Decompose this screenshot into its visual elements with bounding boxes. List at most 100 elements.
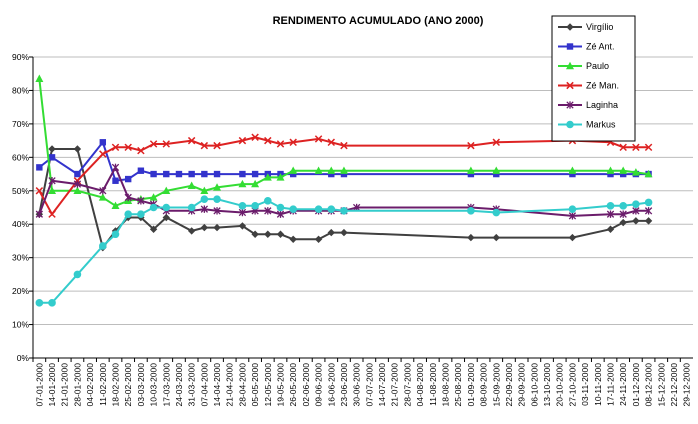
- data-point: [340, 170, 348, 178]
- data-point: [73, 180, 82, 188]
- x-tick-label: 25-02-2000: [123, 363, 133, 407]
- data-point: [35, 210, 44, 218]
- data-point: [632, 207, 640, 215]
- data-point: [200, 223, 209, 232]
- data-point: [99, 139, 107, 146]
- point-stroke: [492, 138, 500, 147]
- series-Zé Man.: [35, 133, 653, 218]
- data-point: [566, 81, 574, 90]
- data-point: [251, 230, 259, 238]
- data-point: [466, 166, 475, 174]
- x-tick-label: 07-07-2000: [364, 363, 374, 407]
- data-point: [162, 213, 170, 222]
- data-point: [124, 143, 132, 152]
- data-point: [238, 179, 247, 188]
- point-stroke: [213, 141, 221, 150]
- x-tick-label: 28-01-2000: [72, 363, 82, 407]
- x-tick-label: 28-07-2000: [402, 363, 412, 407]
- point-stroke: [251, 133, 259, 141]
- data-point: [606, 166, 615, 174]
- x-tick-label: 02-06-2000: [301, 363, 311, 407]
- data-point: [111, 143, 120, 152]
- data-point: [213, 207, 221, 215]
- x-tick-label: 21-01-2000: [60, 363, 70, 407]
- axes: [32, 57, 693, 359]
- data-point: [327, 166, 336, 174]
- x-tick-label: 01-09-2000: [466, 363, 476, 407]
- data-point: [327, 138, 335, 147]
- data-point: [187, 136, 196, 145]
- x-tick-label: 05-05-2000: [250, 363, 260, 407]
- data-point: [213, 141, 221, 150]
- data-point: [264, 136, 272, 145]
- data-point: [619, 170, 627, 178]
- point-stroke: [187, 136, 196, 145]
- data-point: [200, 195, 209, 203]
- point-stroke: [264, 136, 272, 145]
- x-tick-label: 31-03-2000: [187, 363, 197, 407]
- data-point: [606, 202, 615, 210]
- data-point: [137, 167, 145, 174]
- x-tick-label: 24-03-2000: [174, 363, 184, 407]
- data-point: [137, 146, 145, 155]
- data-point: [162, 140, 170, 148]
- data-point: [213, 170, 221, 178]
- data-point: [276, 230, 285, 238]
- point-stroke: [35, 187, 44, 195]
- data-point: [644, 207, 653, 215]
- data-point: [568, 233, 577, 242]
- data-point: [566, 23, 574, 31]
- x-tick-label: 08-12-2000: [644, 363, 654, 407]
- data-point: [73, 145, 82, 153]
- data-point: [98, 193, 107, 201]
- y-tick-label: 60%: [12, 152, 29, 162]
- data-point: [35, 74, 44, 82]
- data-point: [149, 225, 158, 233]
- series-layer: [35, 74, 653, 307]
- data-point: [112, 177, 119, 184]
- data-point: [632, 143, 640, 152]
- x-tick-label: 23-06-2000: [339, 363, 349, 407]
- x-tick-label: 21-07-2000: [390, 363, 400, 407]
- legend-label: Paulo: [586, 61, 609, 71]
- y-tick-label: 40%: [12, 219, 29, 229]
- data-point: [607, 170, 614, 178]
- legend-entry: Paulo: [558, 61, 609, 71]
- x-tick-label: 11-02-2000: [98, 363, 108, 406]
- data-point: [606, 210, 615, 218]
- point-stroke: [289, 138, 297, 147]
- data-point: [149, 193, 158, 201]
- data-point: [201, 170, 208, 178]
- series-line: [38, 165, 649, 217]
- x-tick-label: 03-03-2000: [136, 363, 146, 407]
- y-tick-label: 0%: [17, 353, 30, 363]
- y-tick-label: 70%: [12, 119, 29, 129]
- data-point: [99, 187, 107, 195]
- legend-label: Zé Ant.: [586, 42, 615, 52]
- data-point: [566, 101, 574, 109]
- data-point: [149, 140, 158, 148]
- x-tick-label: 14-04-2000: [212, 363, 222, 407]
- data-point: [238, 136, 247, 145]
- legend-label: Zé Man.: [586, 81, 619, 91]
- x-tick-label: 24-11-2000: [618, 363, 628, 406]
- data-point: [175, 170, 183, 178]
- data-point: [187, 181, 196, 189]
- data-point: [492, 138, 500, 147]
- data-point: [339, 166, 348, 174]
- data-point: [289, 166, 298, 174]
- x-tick-label: 25-08-2000: [453, 363, 463, 407]
- y-tick-label: 50%: [12, 186, 29, 196]
- data-point: [36, 164, 43, 171]
- x-tick-label: 07-04-2000: [199, 363, 209, 407]
- data-point: [239, 170, 246, 178]
- data-point: [124, 175, 132, 183]
- point-stroke: [632, 143, 640, 152]
- data-point: [111, 230, 120, 239]
- data-point: [163, 170, 170, 178]
- x-tick-label: 19-05-2000: [276, 363, 286, 407]
- data-point: [619, 166, 628, 174]
- x-tick-label: 07-01-2000: [34, 363, 44, 407]
- data-point: [48, 186, 57, 194]
- data-point: [200, 205, 209, 213]
